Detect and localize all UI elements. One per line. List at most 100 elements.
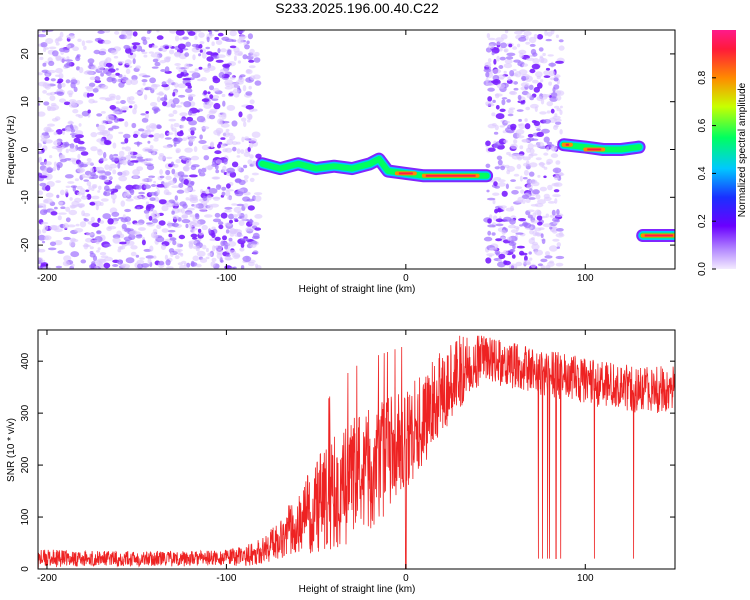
noise-speckle-0 xyxy=(54,38,59,44)
noise-speckle-0 xyxy=(66,56,70,60)
noise-speckle-0 xyxy=(76,55,80,59)
noise-speckle-1 xyxy=(509,70,515,77)
noise-speckle-0 xyxy=(112,264,119,267)
y-tick-label: -10 xyxy=(20,190,31,205)
noise-speckle-0 xyxy=(252,160,258,167)
noise-speckle-0 xyxy=(81,40,86,47)
noise-speckle-1 xyxy=(527,214,533,219)
y-tick-label: 10 xyxy=(20,96,31,108)
noise-speckle-1 xyxy=(549,226,553,230)
noise-speckle-0 xyxy=(160,244,167,251)
noise-speckle-0 xyxy=(148,43,153,48)
noise-speckle-0 xyxy=(140,49,146,53)
noise-speckle-0 xyxy=(135,184,143,190)
noise-speckle-0 xyxy=(177,171,185,177)
noise-speckle-0 xyxy=(160,69,166,72)
noise-speckle-0 xyxy=(239,34,247,39)
noise-speckle-0 xyxy=(193,204,199,209)
noise-speckle-1 xyxy=(555,160,561,165)
noise-speckle-0 xyxy=(222,165,227,172)
noise-speckle-0 xyxy=(148,134,154,138)
noise-speckle-0 xyxy=(237,60,241,64)
noise-speckle-1 xyxy=(536,141,545,148)
noise-speckle-0 xyxy=(103,139,110,145)
noise-speckle-0 xyxy=(125,34,132,40)
noise-speckle-0 xyxy=(119,246,123,250)
noise-speckle-1 xyxy=(497,179,506,183)
noise-speckle-0 xyxy=(168,113,174,117)
noise-speckle-0 xyxy=(242,255,252,262)
noise-speckle-0 xyxy=(199,207,207,213)
noise-speckle-0 xyxy=(97,65,104,72)
noise-speckle-1 xyxy=(529,179,538,184)
noise-speckle-0 xyxy=(214,36,220,41)
noise-speckle-0 xyxy=(112,142,117,149)
noise-speckle-0 xyxy=(245,69,253,75)
noise-speckle-0 xyxy=(231,120,238,127)
noise-speckle-0 xyxy=(250,243,257,248)
noise-speckle-0 xyxy=(136,159,146,162)
noise-speckle-1 xyxy=(509,91,518,96)
noise-speckle-1 xyxy=(537,82,543,89)
noise-speckle-0 xyxy=(105,62,113,68)
noise-speckle-0 xyxy=(150,45,158,49)
noise-speckle-0 xyxy=(202,196,208,202)
noise-speckle-0 xyxy=(120,100,126,104)
noise-speckle-0 xyxy=(198,66,203,70)
noise-speckle-1 xyxy=(513,173,520,177)
noise-speckle-1 xyxy=(495,238,502,242)
noise-speckle-0 xyxy=(55,145,64,151)
noise-speckle-0 xyxy=(226,139,234,145)
noise-speckle-1 xyxy=(556,242,561,248)
noise-speckle-1 xyxy=(540,258,548,263)
noise-speckle-0 xyxy=(156,30,160,33)
noise-speckle-0 xyxy=(151,218,158,224)
noise-speckle-1 xyxy=(528,251,532,255)
noise-speckle-1 xyxy=(556,209,560,215)
noise-speckle-0 xyxy=(50,78,56,82)
noise-speckle-0 xyxy=(247,33,253,40)
noise-speckle-1 xyxy=(546,141,553,145)
noise-speckle-0 xyxy=(212,95,220,100)
noise-speckle-0 xyxy=(124,208,131,213)
noise-speckle-0 xyxy=(140,196,148,200)
noise-speckle-1 xyxy=(553,175,560,181)
noise-speckle-0 xyxy=(246,40,250,45)
noise-speckle-1 xyxy=(503,48,509,53)
noise-speckle-0 xyxy=(75,223,80,227)
noise-speckle-0 xyxy=(91,184,98,189)
noise-speckle-0 xyxy=(179,112,188,117)
noise-speckle-0 xyxy=(225,190,231,197)
noise-speckle-1 xyxy=(495,93,500,99)
noise-speckle-0 xyxy=(198,168,202,174)
noise-speckle-0 xyxy=(200,77,207,82)
noise-speckle-0 xyxy=(172,109,178,115)
noise-speckle-1 xyxy=(523,259,531,265)
noise-speckle-0 xyxy=(149,123,157,129)
noise-speckle-0 xyxy=(177,208,183,213)
noise-speckle-1 xyxy=(496,155,503,161)
noise-speckle-1 xyxy=(493,58,497,65)
noise-speckle-0 xyxy=(229,135,236,141)
noise-speckle-0 xyxy=(47,69,56,74)
noise-speckle-0 xyxy=(112,169,117,175)
noise-speckle-1 xyxy=(487,87,495,92)
noise-speckle-1 xyxy=(492,192,500,196)
noise-speckle-0 xyxy=(59,159,67,163)
noise-speckle-0 xyxy=(245,227,250,232)
noise-speckle-0 xyxy=(70,238,79,243)
noise-speckle-0 xyxy=(173,142,177,147)
noise-speckle-0 xyxy=(178,252,184,256)
noise-speckle-0 xyxy=(73,86,78,93)
noise-speckle-0 xyxy=(185,41,191,47)
noise-speckle-0 xyxy=(230,250,237,255)
noise-speckle-0 xyxy=(38,111,46,117)
noise-speckle-0 xyxy=(143,184,151,189)
noise-speckle-1 xyxy=(530,48,537,55)
noise-speckle-0 xyxy=(171,210,175,215)
noise-speckle-1 xyxy=(503,250,509,255)
noise-speckle-0 xyxy=(132,44,137,50)
noise-speckle-1 xyxy=(485,82,495,86)
noise-speckle-0 xyxy=(175,158,181,164)
noise-speckle-0 xyxy=(169,30,177,34)
